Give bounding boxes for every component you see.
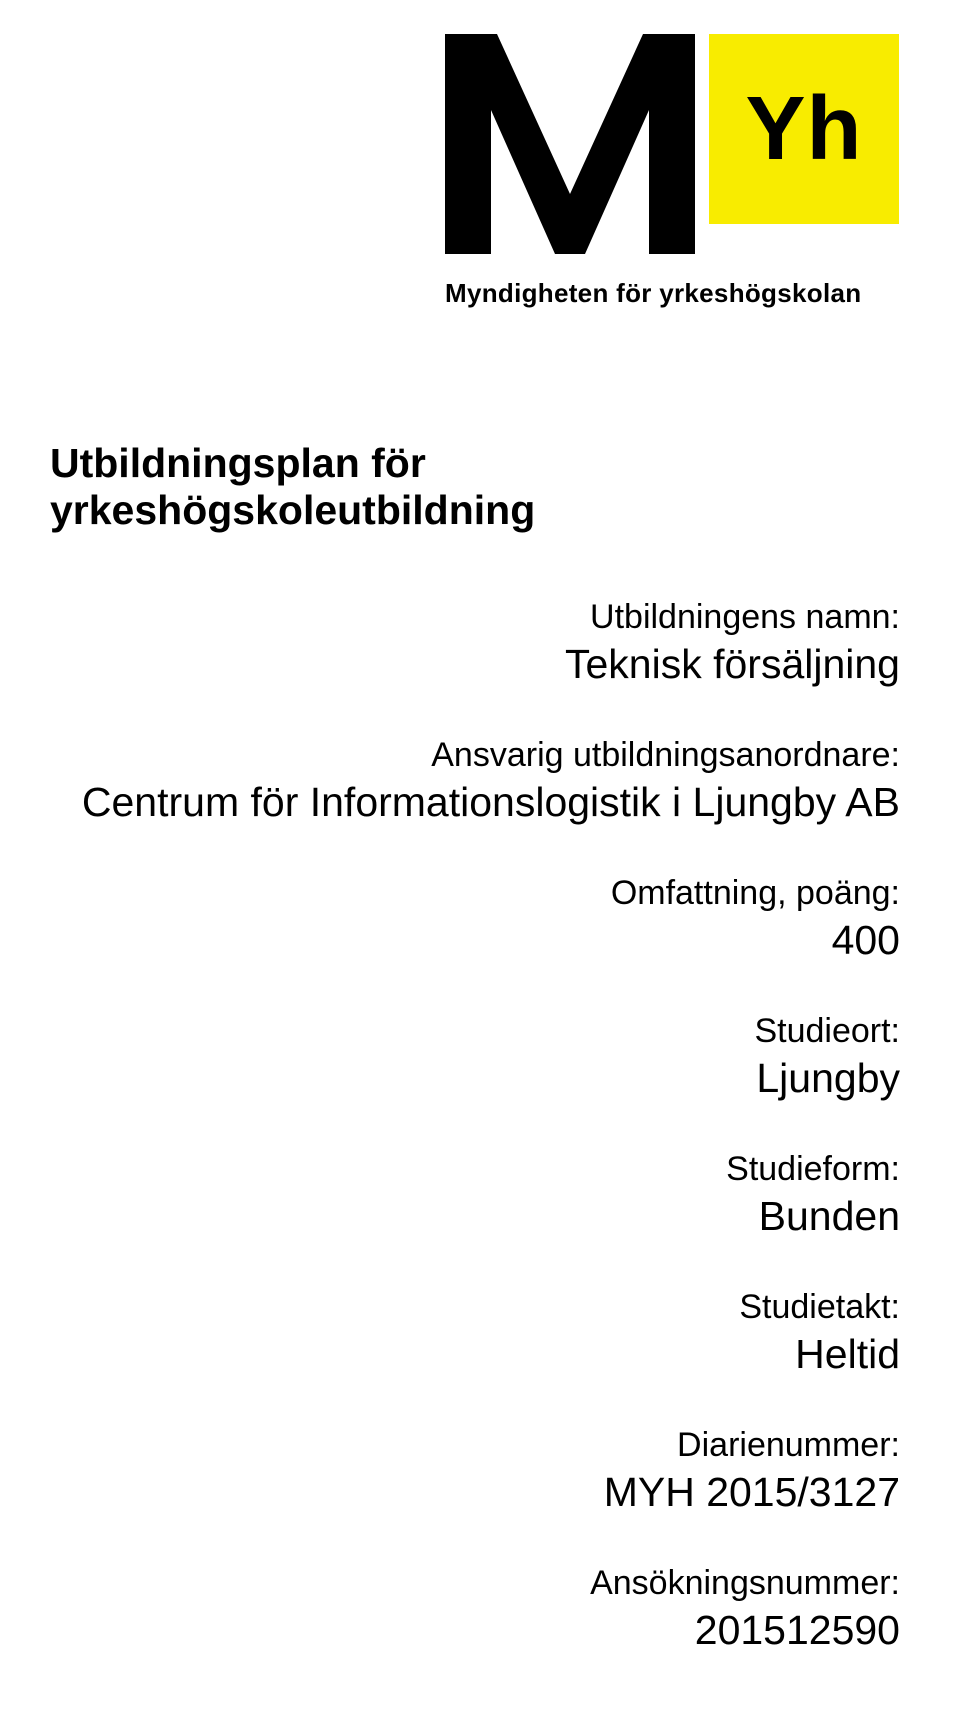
field-diary: Diarienummer: MYH 2015/3127 bbox=[50, 1426, 900, 1516]
field-value: Ljungby bbox=[50, 1055, 900, 1102]
yh-badge: Yh bbox=[709, 34, 899, 224]
field-value: 400 bbox=[50, 917, 900, 964]
field-value: Heltid bbox=[50, 1331, 900, 1378]
field-label: Diarienummer: bbox=[50, 1426, 900, 1465]
field-value: Bunden bbox=[50, 1193, 900, 1240]
field-location: Studieort: Ljungby bbox=[50, 1012, 900, 1102]
page: Yh Myndigheten för yrkeshögskolan Utbild… bbox=[0, 0, 960, 1715]
field-provider: Ansvarig utbildningsanordnare: Centrum f… bbox=[50, 736, 900, 826]
field-label: Studieort: bbox=[50, 1012, 900, 1051]
field-form: Studieform: Bunden bbox=[50, 1150, 900, 1240]
field-label: Studieform: bbox=[50, 1150, 900, 1189]
field-label: Omfattning, poäng: bbox=[50, 874, 900, 913]
agency-name: Myndigheten för yrkeshögskolan bbox=[445, 278, 900, 309]
logo-row: Yh bbox=[445, 34, 900, 254]
page-title: Utbildningsplan för yrkeshögskoleutbildn… bbox=[50, 440, 900, 534]
field-application: Ansökningsnummer: 201512590 bbox=[50, 1564, 900, 1654]
field-extent: Omfattning, poäng: 400 bbox=[50, 874, 900, 964]
field-value: 201512590 bbox=[50, 1607, 900, 1654]
field-label: Studietakt: bbox=[50, 1288, 900, 1327]
field-name: Utbildningens namn: Teknisk försäljning bbox=[50, 598, 900, 688]
field-value: MYH 2015/3127 bbox=[50, 1469, 900, 1516]
m-letter-icon bbox=[445, 34, 695, 254]
field-label: Ansökningsnummer: bbox=[50, 1564, 900, 1603]
field-label: Ansvarig utbildningsanordnare: bbox=[50, 736, 900, 775]
agency-logo: Yh Myndigheten för yrkeshögskolan bbox=[445, 34, 900, 309]
field-value: Centrum för Informationslogistik i Ljung… bbox=[50, 779, 900, 826]
field-label: Utbildningens namn: bbox=[50, 598, 900, 637]
yh-text: Yh bbox=[745, 78, 862, 181]
content: Utbildningsplan för yrkeshögskoleutbildn… bbox=[50, 440, 900, 1665]
field-value: Teknisk försäljning bbox=[50, 641, 900, 688]
field-pace: Studietakt: Heltid bbox=[50, 1288, 900, 1378]
